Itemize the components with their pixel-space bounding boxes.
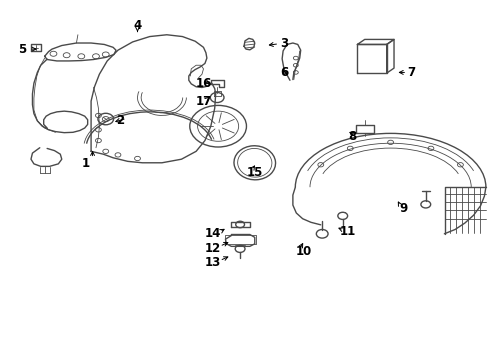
Text: 9: 9 (400, 202, 408, 215)
Text: 16: 16 (196, 77, 212, 90)
Text: 17: 17 (196, 95, 212, 108)
Text: 10: 10 (295, 245, 312, 258)
Text: 8: 8 (348, 130, 357, 144)
Text: 4: 4 (133, 19, 142, 32)
Text: 11: 11 (340, 225, 356, 238)
Text: 12: 12 (205, 242, 221, 255)
Text: 14: 14 (205, 227, 221, 240)
Text: 7: 7 (407, 66, 415, 79)
Text: 5: 5 (19, 42, 27, 55)
Text: 3: 3 (280, 37, 288, 50)
Text: 15: 15 (246, 166, 263, 179)
Text: 1: 1 (82, 157, 90, 170)
Text: 2: 2 (116, 114, 124, 127)
Text: 6: 6 (280, 66, 288, 79)
Text: 13: 13 (205, 256, 221, 269)
